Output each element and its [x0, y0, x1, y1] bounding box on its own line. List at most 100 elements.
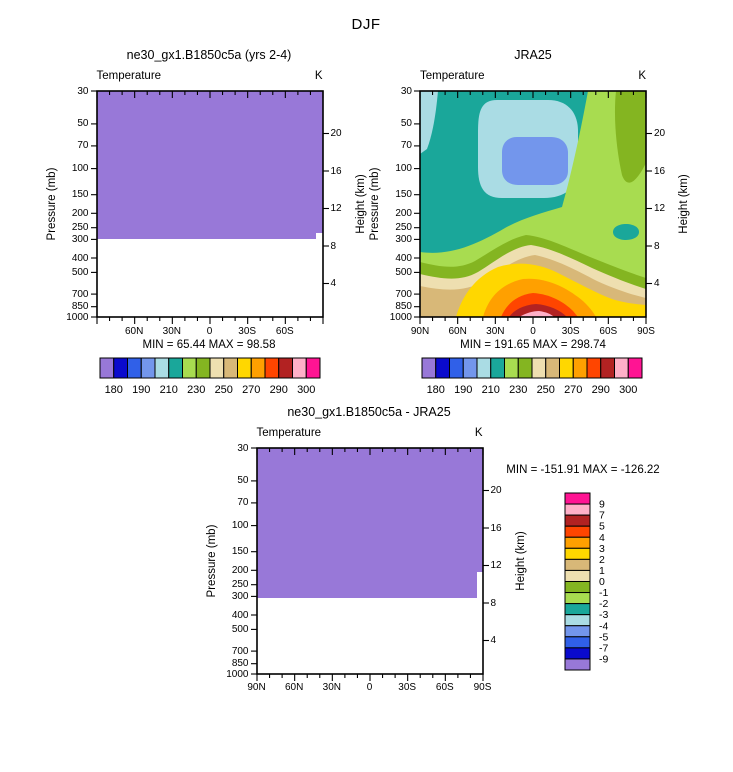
colorbar-box — [564, 514, 591, 527]
colorbar-box — [558, 357, 574, 379]
colorbar-tick-label: 190 — [132, 384, 150, 396]
height-tick-label: 12 — [490, 560, 502, 571]
colorbar-box — [564, 547, 591, 560]
pressure-tick-label: 500 — [71, 266, 89, 278]
colorbar-box — [586, 357, 601, 379]
tick-marks — [250, 447, 489, 681]
height-tick-label: 20 — [330, 128, 342, 139]
lat-tick-label: 60S — [275, 325, 294, 337]
pressure-tick-label: 500 — [231, 623, 249, 635]
colorbar-box — [627, 357, 643, 379]
pressure-tick-label: 70 — [400, 140, 412, 152]
colorbar-box — [264, 357, 280, 379]
height-tick-label: 20 — [490, 485, 502, 496]
pressure-tick-label: 700 — [395, 288, 412, 300]
pressure-tick-label: 700 — [71, 288, 89, 300]
pressure-tick-label: 70 — [237, 497, 249, 509]
lat-tick-label: 0 — [206, 325, 213, 337]
lat-tick-label: 60S — [599, 325, 618, 337]
contour-band-cornflower — [502, 137, 568, 185]
colorbar-tick-label: -7 — [599, 642, 608, 654]
colorbar-tick-label: 190 — [454, 384, 472, 396]
lat-tick-label: 60N — [448, 325, 467, 337]
colorbar-box — [462, 357, 478, 379]
colorbar-box — [99, 357, 115, 379]
plot-area-model — [90, 90, 329, 324]
pressure-tick-label: 150 — [231, 546, 249, 558]
colorbar-tick-label: -5 — [599, 631, 608, 643]
units-label: K — [638, 70, 646, 82]
height-tick-label: 16 — [654, 165, 666, 177]
pressure-tick-label: 50 — [77, 118, 89, 130]
colorbar-box — [292, 357, 307, 379]
colorbar-tick-label: 0 — [599, 576, 605, 588]
plot-area-diff — [250, 447, 489, 681]
panel-title: JRA25 — [514, 48, 552, 62]
y-left-axis-title: Pressure (mb) — [205, 524, 218, 598]
pressure-tick-label: 500 — [395, 266, 412, 278]
minmax-label: MIN = 191.65 MAX = 298.74 — [460, 338, 606, 351]
colorbar-tick-label: 290 — [591, 384, 609, 396]
pressure-tick-label: 250 — [395, 222, 412, 234]
panel-title: ne30_gx1.B1850c5a (yrs 2-4) — [126, 48, 292, 62]
colorbar-tick-label: 5 — [599, 521, 605, 533]
colorbar-box — [564, 536, 591, 549]
height-tick-label: 16 — [330, 165, 342, 177]
height-tick-label: 8 — [654, 240, 660, 252]
colorbar-box — [209, 357, 225, 379]
y-right-axis-title: Height (km) — [514, 531, 527, 591]
pressure-tick-label: 1000 — [226, 668, 249, 680]
pressure-tick-label: 850 — [71, 301, 89, 313]
colorbar-box — [564, 625, 591, 638]
contour-band-pale_cyan — [420, 91, 438, 154]
contour-band-pink — [519, 311, 554, 317]
pressure-tick-label: 250 — [231, 579, 249, 591]
pressure-tick-label: 400 — [395, 252, 412, 264]
pressure-tick-label: 50 — [237, 475, 249, 487]
colorbar-box — [572, 357, 588, 379]
axis-header-row: Temperature K — [257, 427, 483, 439]
colorbar-tick-label: -3 — [599, 609, 608, 621]
lat-tick-label: 30N — [486, 325, 505, 337]
colorbar-tick-label: -9 — [599, 653, 608, 665]
colorbar-tick-label: 230 — [509, 384, 527, 396]
pressure-tick-label: 850 — [395, 301, 412, 313]
colorbar-tick-label: 180 — [426, 384, 444, 396]
colorbar-tick-label: -4 — [599, 620, 608, 632]
lat-tick-label: 0 — [366, 682, 373, 693]
colorbar-tick-label: 250 — [536, 384, 554, 396]
colorbar-box — [182, 357, 197, 379]
colorbar-box — [237, 357, 252, 379]
colorbar-box — [517, 357, 533, 379]
colorbar-box — [564, 581, 591, 594]
figure-title: DJF — [351, 16, 381, 33]
pressure-tick-label: 400 — [231, 609, 249, 621]
lat-tick-label: 90N — [410, 325, 430, 337]
pressure-tick-label: 400 — [71, 252, 89, 264]
lat-tick-label: 90S — [473, 682, 492, 693]
pressure-tick-label: 250 — [71, 222, 89, 234]
height-tick-label: 12 — [654, 203, 666, 214]
lat-tick-label: 60N — [124, 325, 144, 337]
pressure-tick-label: 1000 — [389, 311, 412, 323]
variable-label: Temperature — [420, 70, 485, 82]
pressure-tick-label: 30 — [77, 85, 89, 97]
colorbar-box — [168, 357, 183, 379]
axis-header-row: Temperature K — [420, 70, 646, 82]
colorbar-box — [503, 357, 519, 379]
colorbar-tick-label: -1 — [599, 587, 608, 599]
contour-band-olive_green — [614, 91, 646, 183]
colorbar-tick-label: 250 — [215, 384, 233, 396]
colorbar-tick-label: 290 — [270, 384, 288, 396]
colorbar-tick-label: 270 — [564, 384, 582, 396]
colorbar-box — [154, 357, 170, 379]
colorbar-box — [564, 603, 591, 616]
filled-region — [96, 91, 323, 239]
colorbar-tick-label: 210 — [481, 384, 499, 396]
pressure-tick-label: 850 — [231, 658, 249, 670]
lat-tick-label: 90S — [637, 325, 655, 337]
pressure-tick-label: 50 — [400, 118, 412, 130]
filled-region — [256, 448, 483, 598]
colorbar-box — [564, 658, 591, 671]
y-left-axis-title: Pressure (mb) — [369, 167, 381, 241]
